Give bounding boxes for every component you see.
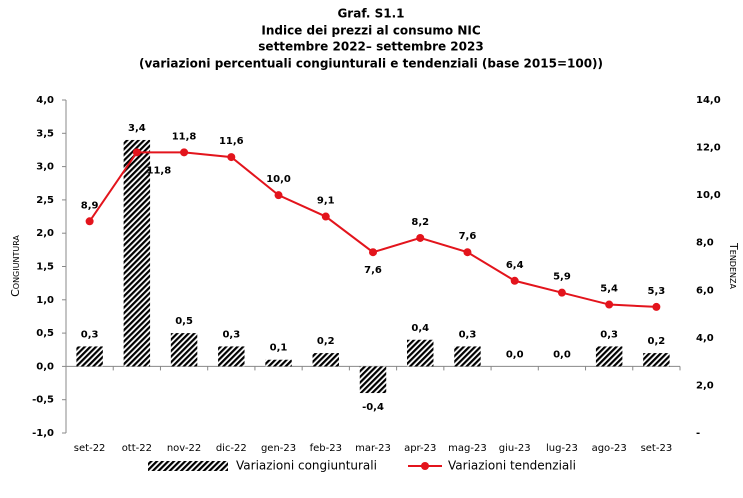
x-tick-label: mag-23 <box>448 443 487 454</box>
line-point <box>180 148 189 157</box>
x-tick-label: feb-23 <box>310 443 342 454</box>
line-point <box>227 153 236 162</box>
line-value-label: 6,4 <box>506 260 524 271</box>
y-tick-label: 4,0 <box>36 95 54 106</box>
x-tick-label: apr-23 <box>404 443 436 454</box>
line-point <box>274 191 283 200</box>
y2-tick-label: - <box>696 428 700 439</box>
bar <box>454 346 481 367</box>
x-tick-label: set-23 <box>641 443 673 454</box>
x-tick-label: mar-23 <box>355 443 391 454</box>
bar <box>643 353 670 367</box>
line-point <box>652 302 661 311</box>
line-point <box>557 288 566 297</box>
bar-value-label: 0,1 <box>270 343 288 354</box>
bar <box>170 333 198 367</box>
bar-value-label: 0,3 <box>459 329 477 340</box>
y-tick-label: 1,0 <box>36 295 54 306</box>
x-tick-label: dic-22 <box>216 443 247 454</box>
x-tick-label: lug-23 <box>546 443 578 454</box>
y-tick-label: 0,0 <box>36 361 54 372</box>
chart-subtitle: settembre 2022– settembre 2023 <box>258 40 483 54</box>
bar <box>312 353 339 367</box>
bar <box>407 339 434 367</box>
line-point <box>605 300 614 309</box>
line-value-label: 8,2 <box>411 217 429 228</box>
bar <box>265 359 292 367</box>
bar-value-label: 0,3 <box>600 329 618 340</box>
bar-value-label: 0,3 <box>81 329 99 340</box>
bar-value-label: 3,4 <box>128 123 146 134</box>
bar <box>123 139 151 367</box>
bar-value-label: -0,4 <box>362 402 384 413</box>
chart-title: Graf. S1.1 <box>337 7 404 21</box>
bar-value-label: 0,0 <box>506 349 524 360</box>
x-tick-label: gen-23 <box>261 443 296 454</box>
x-tick-label: ott-22 <box>122 443 152 454</box>
y-tick-label: -1,0 <box>32 428 54 439</box>
line-point <box>416 233 425 242</box>
line-value-label: 10,0 <box>266 174 291 185</box>
y-axis-label: Congiuntura <box>9 235 22 297</box>
line-value-label: 11,6 <box>219 136 244 147</box>
line-value-label: 11,8 <box>147 165 172 176</box>
bar-value-label: 0,5 <box>175 316 193 327</box>
legend-swatch <box>148 461 228 471</box>
y2-tick-label: 2,0 <box>696 380 714 391</box>
y2-tick-label: 4,0 <box>696 333 714 344</box>
x-tick-label: set-22 <box>74 443 106 454</box>
bar-value-label: 0,0 <box>553 349 571 360</box>
line-value-label: 7,6 <box>364 265 382 276</box>
y2-tick-label: 14,0 <box>696 95 721 106</box>
bar-value-label: 0,2 <box>648 336 666 347</box>
x-tick-label: nov-22 <box>167 443 201 454</box>
line-value-label: 5,4 <box>600 284 618 295</box>
y2-tick-label: 12,0 <box>696 143 721 154</box>
line-point <box>132 148 141 157</box>
line-point <box>85 217 94 226</box>
y-tick-label: 1,5 <box>36 262 54 273</box>
bar <box>218 346 245 367</box>
line-point <box>321 212 330 221</box>
bar-value-label: 0,4 <box>411 323 429 334</box>
y-tick-label: 3,0 <box>36 162 54 173</box>
bar <box>359 366 387 394</box>
bar-value-label: 0,3 <box>222 329 240 340</box>
line-value-label: 7,6 <box>459 231 477 242</box>
bar <box>76 346 103 367</box>
line-value-label: 11,8 <box>172 131 197 142</box>
x-tick-label: giu-23 <box>499 443 531 454</box>
y-tick-label: -0,5 <box>32 395 54 406</box>
line-point <box>463 248 472 257</box>
line-point <box>369 248 377 257</box>
y-tick-label: 3,5 <box>36 128 54 139</box>
y2-tick-label: 6,0 <box>696 285 714 296</box>
legend-label: Variazioni congiunturali <box>236 459 377 473</box>
y-tick-label: 2,0 <box>36 228 54 239</box>
line-point <box>510 276 519 285</box>
legend-swatch <box>421 462 429 470</box>
line-value-label: 8,9 <box>81 200 99 211</box>
bar-value-label: 0,2 <box>317 336 335 347</box>
y2-axis-label: Tendenza <box>727 242 740 289</box>
y2-tick-label: 8,0 <box>696 238 714 249</box>
line-value-label: 5,3 <box>648 286 666 297</box>
legend-label: Variazioni tendenziali <box>448 459 576 473</box>
y-tick-label: 2,5 <box>36 195 54 206</box>
y2-tick-label: 10,0 <box>696 190 721 201</box>
chart-subtitle: (variazioni percentuali congiunturali e … <box>139 57 603 71</box>
line <box>88 151 657 308</box>
line-value-label: 5,9 <box>553 272 571 283</box>
x-tick-label: ago-23 <box>592 443 627 454</box>
bar <box>595 346 623 367</box>
y-tick-label: 0,5 <box>36 328 54 339</box>
chart-subtitle: Indice dei prezzi al consumo NIC <box>261 24 480 38</box>
line-value-label: 9,1 <box>317 196 335 207</box>
